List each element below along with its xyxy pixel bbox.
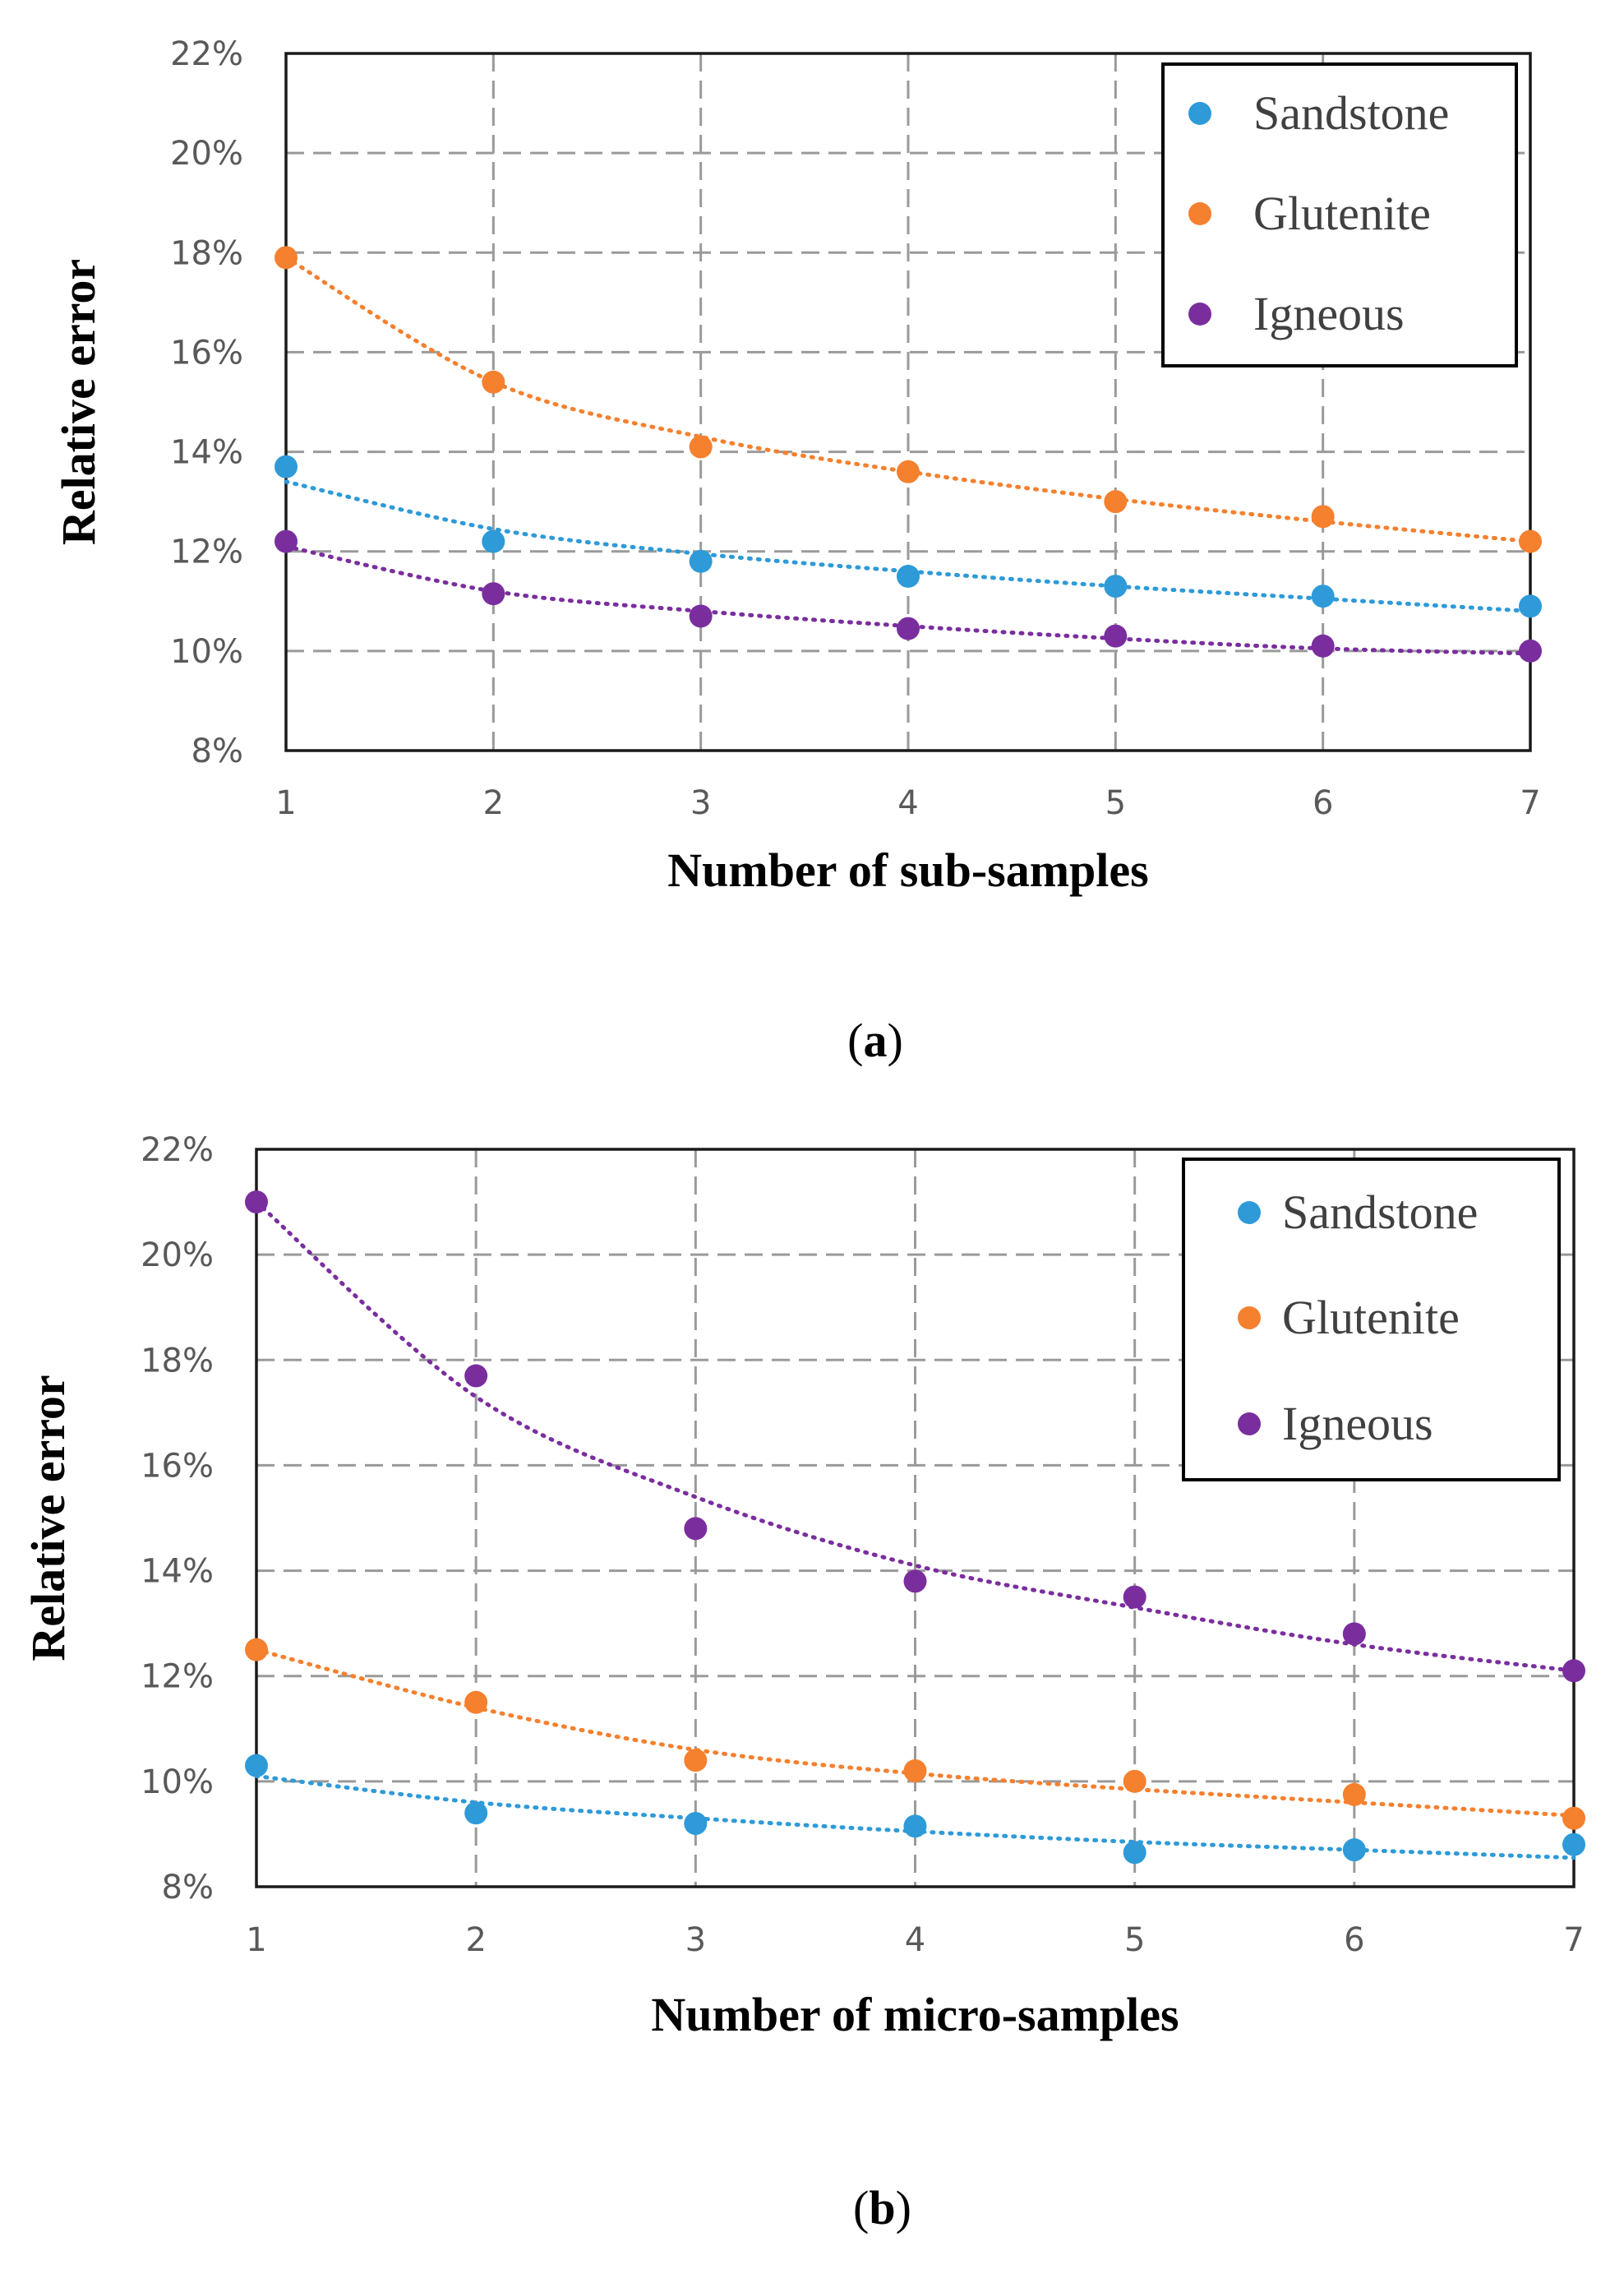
x-tick-label: 2 bbox=[483, 784, 504, 822]
data-point-sandstone bbox=[1519, 594, 1542, 618]
y-tick-label: 22% bbox=[141, 1131, 214, 1169]
data-point-sandstone bbox=[1123, 1841, 1146, 1865]
data-point-sandstone bbox=[903, 1814, 927, 1838]
panel-label: (a) bbox=[847, 1014, 903, 1067]
data-point-sandstone bbox=[1104, 575, 1128, 598]
x-tick-label: 5 bbox=[1124, 1921, 1145, 1959]
data-point-igneous bbox=[482, 582, 505, 606]
y-tick-label: 16% bbox=[141, 1447, 214, 1485]
data-point-igneous bbox=[275, 529, 298, 553]
legend-label-sandstone: Sandstone bbox=[1253, 86, 1449, 140]
legend-marker-sandstone bbox=[1188, 102, 1211, 125]
data-point-glutenite bbox=[684, 1749, 708, 1772]
legend-box bbox=[1161, 62, 1518, 367]
data-point-igneous bbox=[903, 1569, 927, 1593]
y-tick-label: 18% bbox=[141, 1342, 214, 1379]
y-tick-label: 14% bbox=[170, 434, 243, 472]
data-point-igneous bbox=[1104, 624, 1128, 648]
data-point-igneous bbox=[684, 1517, 708, 1541]
panel-b: 8% 10% 12% 14% 16% 18% 20% 22% 1 2 3 4 5 6 7 Number of … bbox=[21, 1131, 1585, 2234]
data-point-igneous bbox=[464, 1364, 488, 1388]
data-point-igneous bbox=[1342, 1622, 1366, 1646]
x-axis-title: Number of sub-samples bbox=[667, 843, 1148, 897]
data-point-sandstone bbox=[1311, 585, 1335, 608]
data-point-glutenite bbox=[482, 370, 505, 394]
x-tick-label: 7 bbox=[1520, 784, 1540, 822]
y-tick-label: 18% bbox=[170, 234, 243, 272]
data-point-sandstone bbox=[245, 1754, 268, 1777]
legend-marker-igneous bbox=[1238, 1412, 1261, 1435]
data-point-sandstone bbox=[1342, 1838, 1366, 1862]
data-point-glutenite bbox=[1519, 529, 1542, 553]
y-tick-label: 10% bbox=[170, 633, 243, 671]
data-point-igneous bbox=[1519, 639, 1542, 663]
y-axis-title: Relative error bbox=[21, 1375, 75, 1661]
y-tick-label: 8% bbox=[162, 1869, 214, 1906]
data-point-sandstone bbox=[897, 565, 920, 588]
data-point-igneous bbox=[1311, 634, 1335, 658]
y-axis-title: Relative error bbox=[52, 259, 105, 545]
data-point-glutenite bbox=[1562, 1806, 1585, 1830]
legend-label-igneous: Igneous bbox=[1253, 287, 1405, 340]
y-tick-label: 10% bbox=[141, 1763, 214, 1801]
y-tick-label: 12% bbox=[170, 534, 243, 571]
data-point-igneous bbox=[1562, 1659, 1585, 1683]
data-point-igneous bbox=[245, 1190, 268, 1214]
x-tick-label: 1 bbox=[275, 784, 296, 822]
data-point-sandstone bbox=[1562, 1832, 1585, 1856]
data-point-sandstone bbox=[684, 1812, 708, 1836]
x-tick-label: 6 bbox=[1344, 1921, 1364, 1959]
data-point-glutenite bbox=[245, 1638, 268, 1661]
x-tick-label: 3 bbox=[685, 1921, 706, 1959]
data-point-igneous bbox=[897, 617, 920, 640]
x-tick-label: 2 bbox=[465, 1921, 486, 1959]
y-tick-label: 8% bbox=[191, 732, 243, 770]
legend-label-glutenite: Glutenite bbox=[1282, 1291, 1460, 1344]
legend-marker-glutenite bbox=[1238, 1306, 1261, 1329]
data-point-igneous bbox=[1123, 1585, 1146, 1609]
data-point-glutenite bbox=[897, 460, 920, 483]
data-point-glutenite bbox=[464, 1690, 488, 1714]
x-tick-label: 5 bbox=[1105, 784, 1126, 822]
x-tick-label: 4 bbox=[897, 784, 918, 822]
data-point-glutenite bbox=[1123, 1769, 1146, 1793]
data-point-glutenite bbox=[689, 435, 713, 459]
x-tick-label: 1 bbox=[246, 1921, 266, 1959]
data-point-glutenite bbox=[1104, 490, 1128, 514]
data-point-glutenite bbox=[1311, 505, 1335, 529]
y-tick-label: 16% bbox=[170, 334, 243, 372]
legend-label-igneous: Igneous bbox=[1282, 1397, 1433, 1450]
y-tick-label: 22% bbox=[170, 35, 243, 73]
legend-marker-glutenite bbox=[1188, 202, 1211, 225]
legend-label-sandstone: Sandstone bbox=[1282, 1185, 1478, 1239]
data-point-glutenite bbox=[275, 246, 298, 270]
data-point-glutenite bbox=[903, 1759, 927, 1783]
y-tick-label: 20% bbox=[170, 135, 243, 173]
x-tick-label: 7 bbox=[1563, 1921, 1584, 1959]
data-point-sandstone bbox=[482, 529, 505, 553]
data-point-sandstone bbox=[689, 549, 713, 573]
plot-frame bbox=[284, 52, 1532, 752]
y-tick-label: 12% bbox=[141, 1658, 214, 1696]
legend-marker-igneous bbox=[1188, 303, 1211, 326]
panel-label: (b) bbox=[853, 2181, 911, 2234]
x-tick-label: 4 bbox=[905, 1921, 925, 1959]
data-point-glutenite bbox=[1342, 1782, 1366, 1806]
data-point-igneous bbox=[689, 604, 713, 628]
data-point-sandstone bbox=[275, 455, 298, 478]
x-axis-title: Number of micro-samples bbox=[651, 1988, 1179, 2041]
x-tick-label: 6 bbox=[1313, 784, 1333, 822]
plot-frame bbox=[255, 1148, 1576, 1888]
y-tick-label: 14% bbox=[141, 1553, 214, 1591]
legend-marker-sandstone bbox=[1238, 1201, 1261, 1224]
legend-label-glutenite: Glutenite bbox=[1253, 187, 1431, 240]
data-point-sandstone bbox=[464, 1801, 488, 1825]
x-tick-label: 3 bbox=[690, 784, 711, 822]
y-tick-label: 20% bbox=[141, 1236, 214, 1274]
panel-a: 8% 10% 12% 14% 16% 18% 20% 22% 1 2 3 4 5 6 7 Number of … bbox=[52, 35, 1542, 1067]
